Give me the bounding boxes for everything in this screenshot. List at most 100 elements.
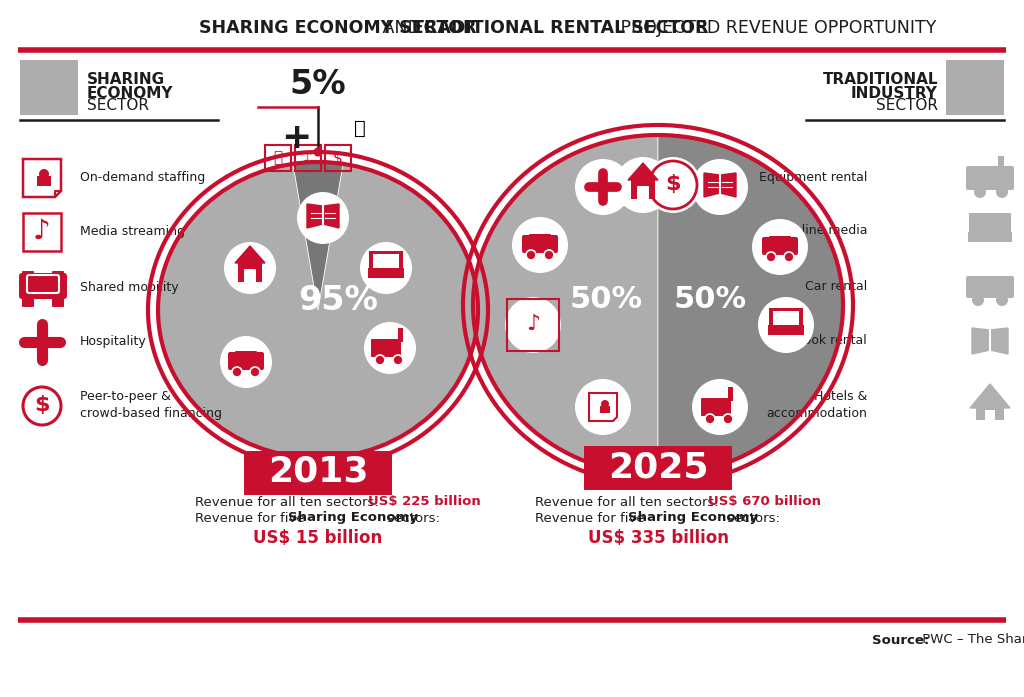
Polygon shape [705, 173, 720, 197]
FancyBboxPatch shape [966, 166, 1014, 190]
Text: SHARING: SHARING [87, 72, 165, 88]
Circle shape [601, 400, 609, 408]
Polygon shape [234, 246, 265, 263]
Circle shape [375, 355, 385, 365]
Circle shape [996, 186, 1008, 198]
Circle shape [393, 355, 403, 365]
Text: Media streaming: Media streaming [80, 224, 185, 238]
FancyBboxPatch shape [600, 406, 610, 413]
Circle shape [972, 294, 984, 306]
FancyBboxPatch shape [373, 254, 399, 268]
PathPatch shape [658, 135, 843, 475]
FancyBboxPatch shape [228, 352, 264, 370]
Circle shape [996, 294, 1008, 306]
Circle shape [723, 414, 733, 424]
Text: SECTOR: SECTOR [87, 98, 150, 114]
FancyBboxPatch shape [773, 311, 799, 325]
Text: On-demand staffing: On-demand staffing [80, 171, 205, 183]
Text: US$ 670 billion: US$ 670 billion [708, 496, 821, 509]
Text: 50%: 50% [674, 286, 746, 314]
PathPatch shape [293, 162, 343, 310]
FancyBboxPatch shape [244, 269, 256, 283]
Text: $: $ [666, 174, 681, 194]
Circle shape [974, 186, 986, 198]
FancyBboxPatch shape [52, 271, 63, 281]
Circle shape [224, 242, 276, 294]
FancyBboxPatch shape [637, 186, 649, 200]
Text: US$ 15 billion: US$ 15 billion [253, 529, 383, 547]
FancyBboxPatch shape [22, 271, 34, 281]
FancyBboxPatch shape [529, 234, 551, 244]
Circle shape [752, 219, 808, 275]
Polygon shape [307, 204, 323, 228]
FancyBboxPatch shape [728, 387, 733, 401]
FancyBboxPatch shape [998, 156, 1004, 172]
FancyBboxPatch shape [19, 273, 67, 299]
Text: sectors:: sectors: [383, 512, 440, 525]
Text: Revenue for five: Revenue for five [535, 512, 649, 525]
Text: AND: AND [378, 19, 427, 37]
Text: ♪: ♪ [33, 217, 51, 245]
Circle shape [220, 336, 272, 388]
Text: 95%: 95% [298, 284, 378, 316]
Circle shape [758, 297, 814, 353]
FancyBboxPatch shape [966, 276, 1014, 298]
Text: US$ 335 billion: US$ 335 billion [588, 529, 728, 547]
Polygon shape [972, 328, 990, 354]
Text: $: $ [34, 395, 50, 415]
Circle shape [645, 157, 701, 213]
FancyBboxPatch shape [946, 60, 1004, 115]
Circle shape [615, 157, 671, 213]
Circle shape [39, 169, 49, 179]
PathPatch shape [473, 135, 658, 475]
Text: Peer-to-peer &
crowd-based financing: Peer-to-peer & crowd-based financing [80, 390, 222, 420]
Text: ECONOMY: ECONOMY [87, 86, 173, 100]
FancyBboxPatch shape [768, 325, 804, 335]
FancyBboxPatch shape [985, 410, 995, 420]
Text: 2013: 2013 [267, 455, 369, 489]
PathPatch shape [158, 164, 478, 458]
Circle shape [232, 367, 242, 377]
Text: TRADITIONAL RENTAL SECTOR: TRADITIONAL RENTAL SECTOR [413, 19, 709, 37]
Text: Book rental: Book rental [796, 335, 867, 348]
FancyBboxPatch shape [584, 446, 732, 490]
Text: Revenue for all ten sectors:: Revenue for all ten sectors: [535, 496, 723, 509]
FancyBboxPatch shape [522, 235, 558, 253]
Text: SHARING ECONOMY SECTOR: SHARING ECONOMY SECTOR [199, 19, 476, 37]
FancyBboxPatch shape [27, 275, 59, 293]
FancyBboxPatch shape [369, 251, 403, 271]
Text: Shared mobility: Shared mobility [80, 280, 178, 293]
Polygon shape [720, 173, 736, 197]
FancyBboxPatch shape [969, 213, 1011, 235]
FancyBboxPatch shape [371, 339, 401, 357]
Circle shape [705, 414, 715, 424]
FancyBboxPatch shape [762, 237, 798, 255]
Text: Online media: Online media [783, 224, 867, 238]
Text: Revenue for all ten sectors:: Revenue for all ten sectors: [195, 496, 383, 509]
Circle shape [297, 192, 349, 244]
Text: PWC – The Sharing Economy: PWC – The Sharing Economy [918, 634, 1024, 647]
Circle shape [692, 379, 748, 435]
Text: Equipment rental: Equipment rental [759, 171, 867, 183]
Text: Car rental: Car rental [805, 280, 867, 293]
Polygon shape [628, 163, 658, 180]
Text: Source:: Source: [872, 634, 929, 647]
Text: PROJECTED REVENUE OPPORTUNITY: PROJECTED REVENUE OPPORTUNITY [614, 19, 936, 37]
FancyBboxPatch shape [976, 406, 1004, 420]
Text: +: + [281, 121, 311, 155]
Circle shape [526, 250, 536, 260]
Circle shape [313, 148, 323, 157]
Circle shape [784, 252, 794, 262]
Text: ♪: ♪ [303, 151, 313, 165]
FancyBboxPatch shape [37, 176, 51, 186]
FancyBboxPatch shape [769, 308, 803, 328]
Text: 5%: 5% [290, 68, 346, 102]
FancyBboxPatch shape [701, 398, 731, 416]
Text: Hospitality: Hospitality [80, 335, 146, 348]
Circle shape [360, 242, 412, 294]
Text: INDUSTRY: INDUSTRY [851, 86, 938, 100]
FancyBboxPatch shape [244, 451, 392, 495]
Circle shape [505, 297, 561, 353]
Text: SECTOR: SECTOR [876, 98, 938, 114]
Circle shape [575, 159, 631, 215]
